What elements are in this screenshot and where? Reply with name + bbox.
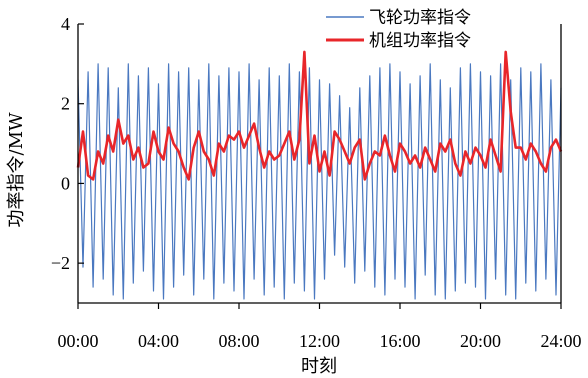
- x-tick-label: 20:00: [460, 331, 501, 351]
- x-tick-label: 12:00: [299, 331, 340, 351]
- y-tick-label: 0: [61, 173, 70, 193]
- series-layer: [76, 50, 563, 300]
- x-tick-label: 16:00: [379, 331, 420, 351]
- ticks-layer: −2 0 2 4 00:00 04:00 08:00 12:00 16:00 20:00 24:00: [51, 14, 582, 351]
- legend-label-unit: 机组功率指令: [369, 31, 471, 51]
- y-tick-label: 4: [61, 14, 70, 34]
- legend: 飞轮功率指令 机组功率指令: [326, 8, 471, 51]
- legend-label-flywheel: 飞轮功率指令: [369, 8, 471, 28]
- y-tick-label: 2: [61, 94, 70, 114]
- y-tick-label: −2: [51, 253, 70, 273]
- x-tick-label: 00:00: [57, 331, 98, 351]
- x-tick-label: 04:00: [138, 331, 179, 351]
- series-line-unit: [76, 50, 563, 181]
- x-tick-label: 24:00: [540, 331, 581, 351]
- x-tick-label: 08:00: [218, 331, 259, 351]
- y-axis-title: 功率指令/MW: [6, 112, 27, 227]
- series-line-flywheel: [77, 63, 562, 300]
- x-axis-title: 时刻: [301, 356, 337, 377]
